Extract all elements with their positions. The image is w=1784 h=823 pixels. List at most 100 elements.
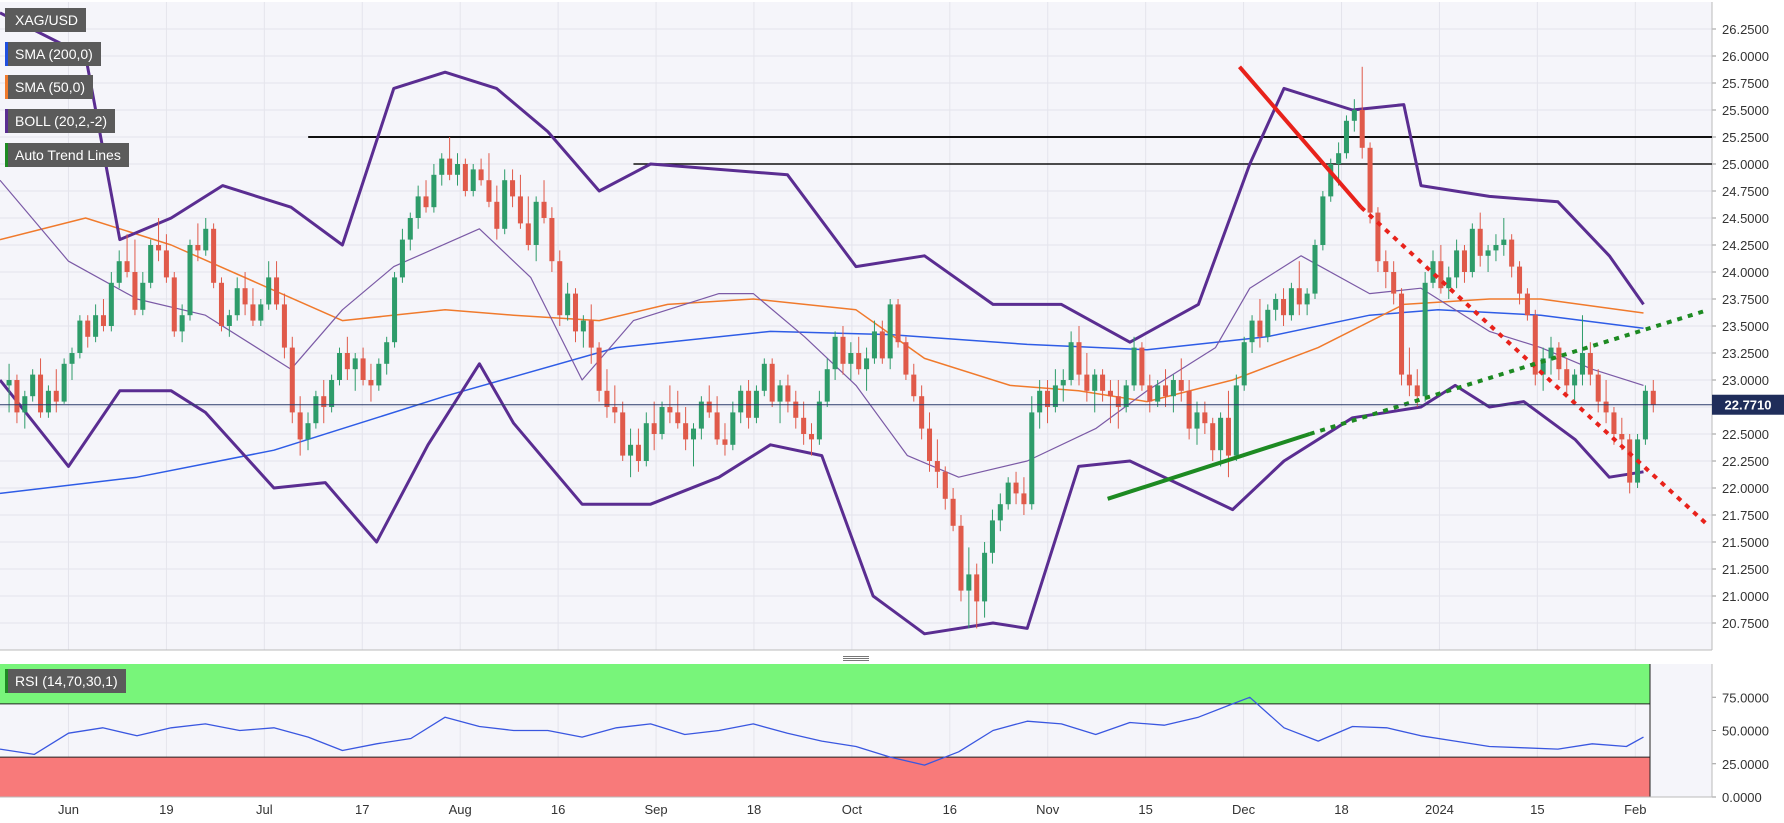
candle-body — [604, 390, 610, 407]
candle-body — [919, 396, 925, 429]
candle-body — [93, 315, 99, 337]
candle-body — [1225, 417, 1231, 456]
y-tick-label: 25.0000 — [1722, 157, 1769, 172]
candle-body — [344, 353, 350, 370]
candle-body — [974, 574, 980, 602]
candle-body — [148, 245, 154, 283]
candle-body — [53, 390, 59, 402]
bollinger-lower-line — [0, 362, 1644, 636]
candle-body — [1202, 412, 1208, 424]
candle-body — [179, 315, 185, 332]
candle-body — [1328, 164, 1334, 197]
candle-body — [1493, 245, 1499, 251]
y-tick-label: 21.7500 — [1722, 508, 1769, 523]
legend-rsi[interactable]: RSI (14,70,30,1) — [5, 669, 126, 693]
rsi-y-tick-label: 50.0000 — [1722, 724, 1769, 739]
candle-body — [1265, 309, 1271, 337]
trend-line-projection — [1359, 205, 1710, 528]
candle-body — [635, 444, 641, 461]
candle-body — [596, 347, 602, 391]
candle-body — [1611, 412, 1617, 434]
sma50-line — [0, 217, 1644, 403]
x-tick-label: 18 — [747, 802, 761, 817]
candle-body — [926, 428, 933, 461]
x-tick-label: 17 — [355, 802, 369, 817]
candle-body — [226, 315, 232, 326]
rsi-y-axis: 75.0000 50.0000 25.0000 0.0000 — [0, 664, 1769, 805]
candle-body — [856, 353, 862, 370]
candle-body — [124, 261, 130, 272]
candle-body — [690, 428, 697, 440]
candle-body — [620, 412, 626, 456]
candle-body — [478, 169, 484, 181]
candle-body — [1359, 110, 1365, 148]
legend-symbol[interactable]: XAG/USD — [5, 8, 87, 32]
legend-sma50[interactable]: SMA (50,0) — [5, 75, 94, 99]
candle-body — [360, 358, 366, 380]
candle-body — [171, 277, 177, 332]
candle-body — [163, 250, 169, 278]
candle-body — [934, 461, 940, 472]
y-tick-label: 24.5000 — [1722, 211, 1769, 226]
legend-sma200[interactable]: SMA (200,0) — [5, 42, 101, 66]
legend-swatch — [5, 109, 8, 133]
candle-body — [108, 282, 114, 326]
candle-body — [1383, 261, 1389, 272]
candle-body — [1170, 380, 1176, 397]
candle-body — [667, 407, 673, 413]
candle-body — [305, 423, 311, 440]
candle-body — [572, 293, 579, 332]
candle-body — [1281, 299, 1287, 316]
candle-body — [966, 574, 972, 591]
candle-body — [1572, 374, 1578, 386]
candle-body — [1288, 288, 1294, 316]
candle-body — [1556, 347, 1562, 370]
candle-body — [1414, 385, 1420, 397]
candle-body — [730, 412, 736, 445]
y-tick-label: 24.0000 — [1722, 265, 1769, 280]
candle-body — [628, 444, 634, 456]
legend-rsi-label: RSI (14,70,30,1) — [15, 673, 118, 689]
candle-body — [45, 390, 51, 413]
candle-body — [1627, 439, 1633, 483]
candle-body — [1438, 261, 1444, 289]
candle-body — [1296, 288, 1302, 305]
candle-body — [887, 304, 893, 359]
candle-body — [1312, 245, 1318, 294]
candle-body — [203, 228, 209, 251]
trend-line-projection — [1309, 307, 1710, 436]
candle-body — [407, 218, 413, 240]
rsi-oversold-zone — [0, 757, 1650, 797]
drag-handle-icon[interactable] — [843, 655, 869, 663]
candle-body — [1650, 390, 1656, 405]
candle-body — [470, 169, 476, 191]
candle-body — [502, 180, 508, 229]
candle-body — [1084, 374, 1090, 391]
x-tick-label: Feb — [1624, 802, 1646, 817]
legend-boll-label: BOLL (20,2,-2) — [15, 113, 108, 129]
candle-body — [565, 293, 571, 316]
candle-body — [486, 180, 492, 202]
y-tick-label: 26.0000 — [1722, 49, 1769, 64]
candle-body — [1021, 493, 1027, 505]
candle-body — [1186, 390, 1192, 429]
rsi-y-tick-label: 25.0000 — [1722, 757, 1769, 772]
candle-body — [982, 552, 988, 602]
candle-body — [336, 353, 343, 380]
candle-body — [454, 164, 461, 175]
candle-body — [1115, 396, 1121, 407]
candle-body — [1603, 401, 1609, 413]
candle-body — [376, 363, 382, 386]
legend-boll[interactable]: BOLL (20,2,-2) — [5, 109, 116, 133]
candle-body — [85, 320, 91, 337]
y-tick-label: 23.7500 — [1722, 292, 1769, 307]
candle-body — [1320, 196, 1326, 245]
trend-line — [1107, 432, 1311, 501]
legend-swatch — [5, 42, 8, 66]
candle-body — [1233, 385, 1239, 456]
candle-body — [218, 282, 224, 326]
candle-body — [958, 525, 964, 591]
candle-body — [313, 396, 319, 424]
legend-trendlines[interactable]: Auto Trend Lines — [5, 143, 129, 167]
y-tick-label: 26.2500 — [1722, 22, 1769, 37]
